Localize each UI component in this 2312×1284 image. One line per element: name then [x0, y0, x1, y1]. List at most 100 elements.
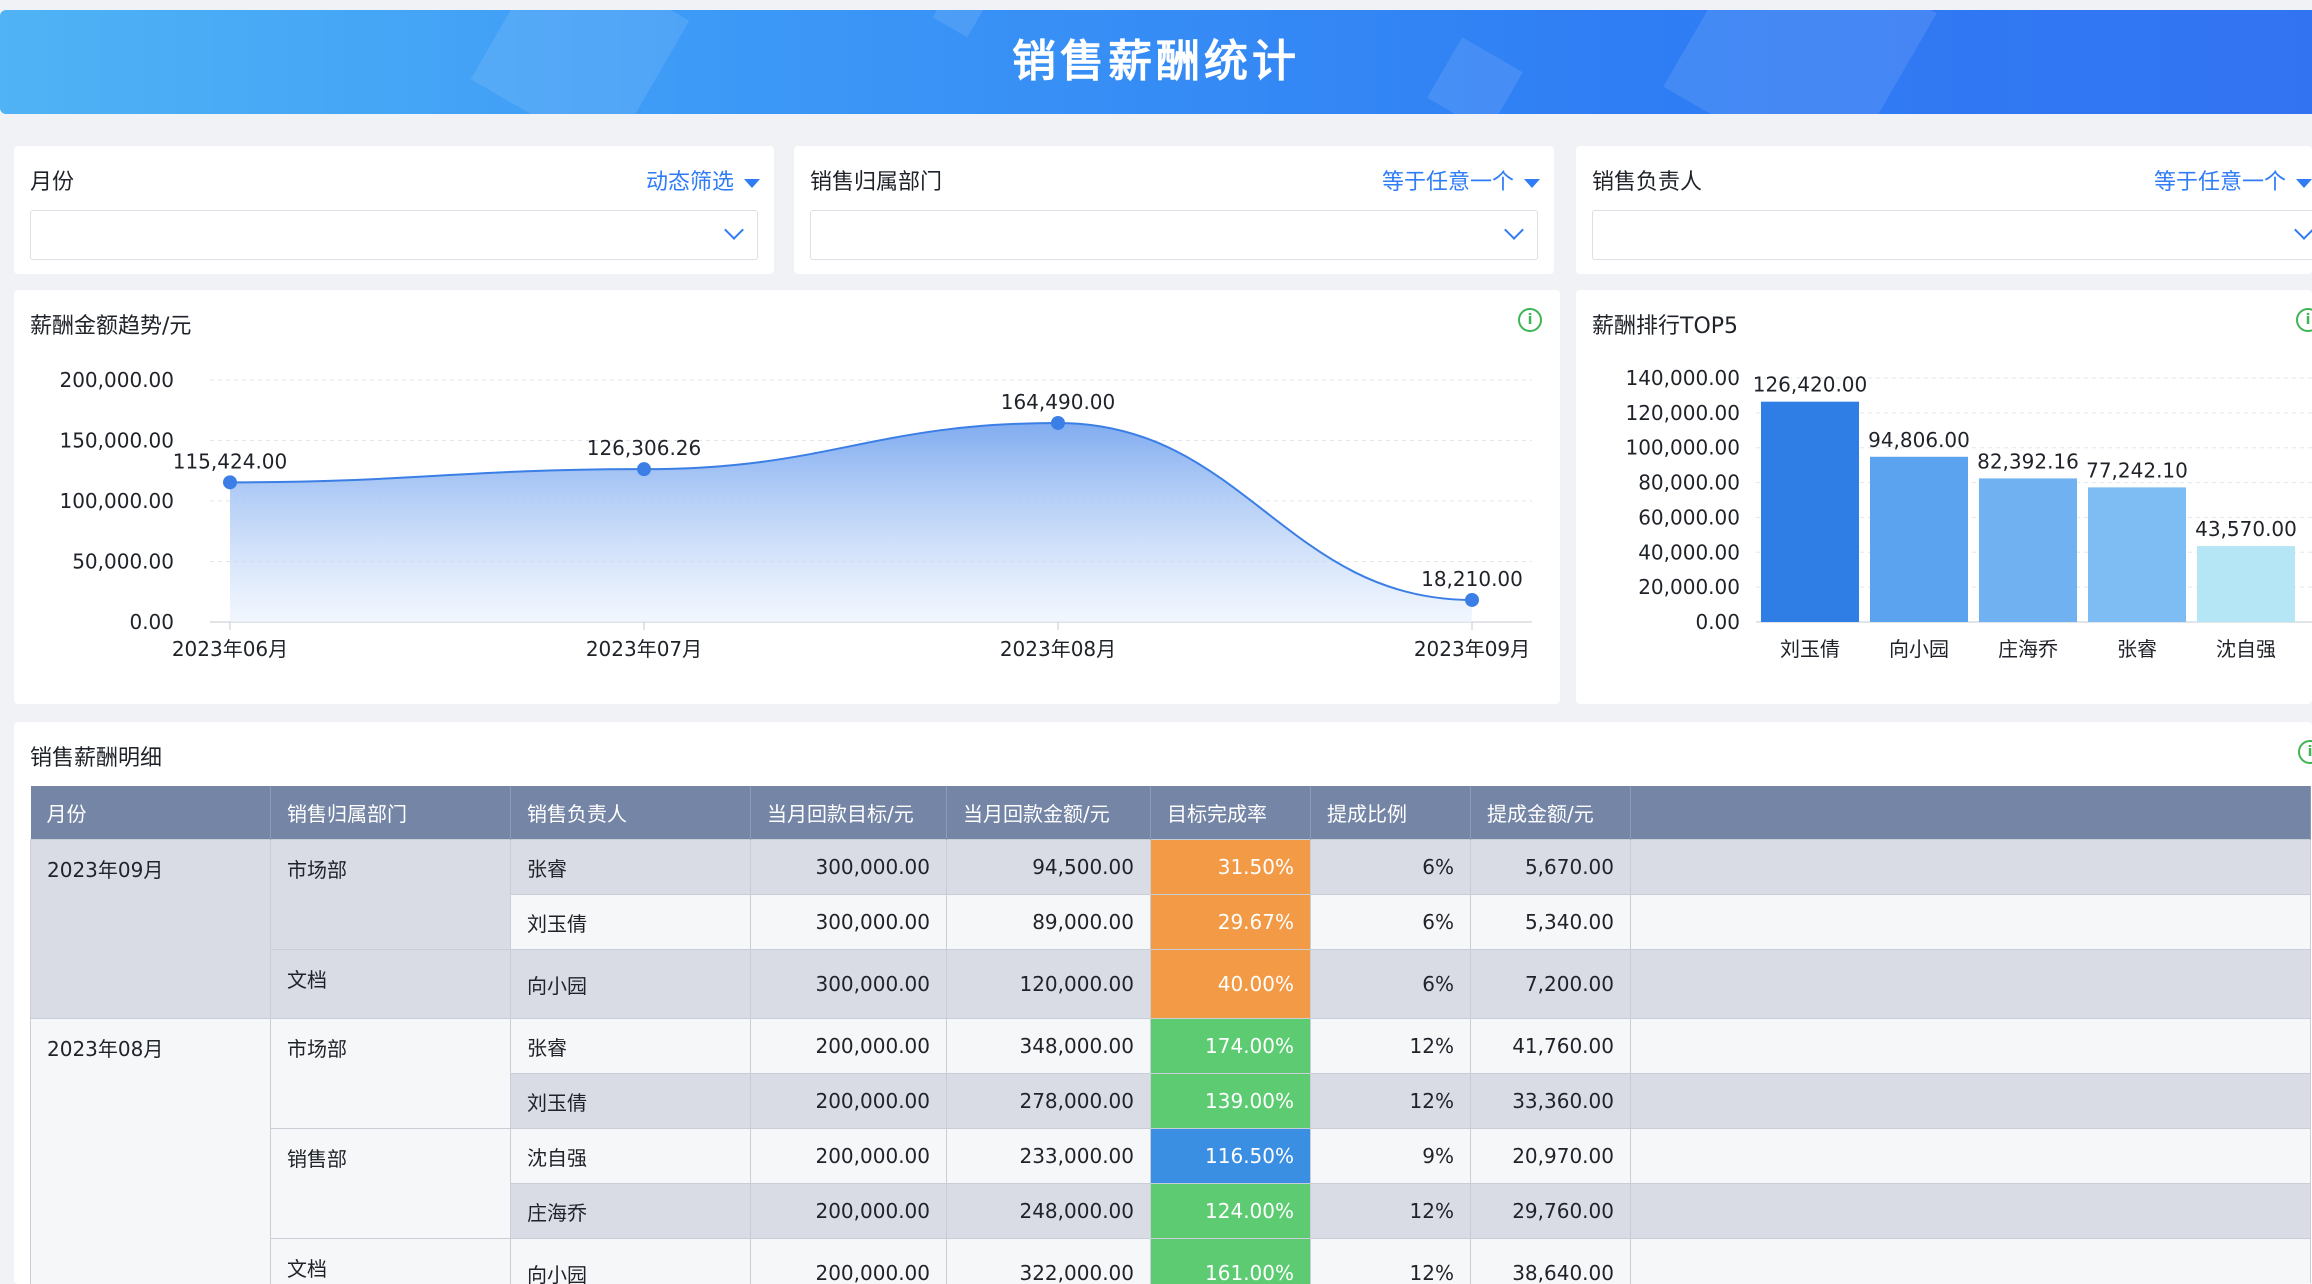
bar[interactable]	[1979, 478, 2077, 622]
y-tick-label: 140,000.00	[1625, 366, 1740, 390]
table-row[interactable]: 刘玉倩 300,000.00 89,000.00 29.67% 6% 5,340.00	[31, 894, 2311, 950]
data-label: 43,570.00	[2195, 517, 2297, 541]
target-cell: 300,000.00	[750, 949, 947, 1019]
data-label: 77,242.10	[2086, 458, 2188, 482]
target-cell: 200,000.00	[750, 1238, 947, 1284]
column-header[interactable]: 月份	[30, 786, 271, 840]
target-cell: 200,000.00	[750, 1018, 947, 1074]
y-tick-label: 80,000.00	[1638, 471, 1740, 495]
column-header[interactable]: 销售归属部门	[270, 786, 511, 840]
person-cell: 刘玉倩	[510, 1073, 751, 1129]
table-row[interactable]: 刘玉倩 200,000.00 278,000.00 139.00% 12% 33,360.…	[31, 1073, 2311, 1129]
amount-cell: 120,000.00	[946, 949, 1151, 1019]
y-tick-label: 0.00	[129, 610, 174, 634]
month-select[interactable]	[30, 210, 758, 260]
table-header-row: 月份 销售归属部门 销售负责人 当月回款目标/元 当月回款金额/元 目标完成率 …	[30, 786, 2311, 840]
page-title: 销售薪酬统计	[1012, 36, 1300, 87]
ratio-cell: 12%	[1310, 1073, 1471, 1129]
filter-mode-dropdown[interactable]: 等于任意一个	[1382, 164, 1540, 196]
amount-cell: 89,000.00	[946, 894, 1151, 950]
dept-cell: 文档	[270, 949, 511, 1019]
dept-cell: 销售部	[270, 1128, 511, 1239]
y-tick-label: 120,000.00	[1625, 401, 1740, 425]
ratio-cell: 6%	[1310, 839, 1471, 895]
info-icon[interactable]: i	[2296, 308, 2312, 332]
dept-select[interactable]	[810, 210, 1538, 260]
top5-title: 薪酬排行TOP5	[1592, 314, 1739, 339]
dept-cell: 文档	[270, 1238, 511, 1284]
y-tick-label: 40,000.00	[1638, 540, 1740, 564]
amount-cell: 233,000.00	[946, 1128, 1151, 1184]
person-select[interactable]	[1592, 210, 2312, 260]
rate-cell: 29.67%	[1150, 894, 1311, 950]
target-cell: 200,000.00	[750, 1183, 947, 1239]
target-cell: 300,000.00	[750, 894, 947, 950]
column-header[interactable]: 提成比例	[1310, 786, 1471, 840]
table-row[interactable]: 2023年08月 市场部 张睿 200,000.00 348,000.00 174.00%…	[30, 1018, 2311, 1284]
x-tick-label: 庄海乔	[1998, 637, 2058, 661]
chevron-down-icon	[724, 220, 744, 240]
column-header[interactable]: 目标完成率	[1150, 786, 1311, 840]
trend-title: 薪酬金额趋势/元	[30, 314, 192, 339]
info-icon[interactable]: i	[2298, 740, 2312, 764]
x-tick-label: 张睿	[2117, 637, 2157, 661]
target-cell: 200,000.00	[750, 1073, 947, 1129]
dept-cell: 市场部	[270, 839, 511, 950]
filler-cell	[1630, 894, 2311, 950]
column-header-filler	[1630, 786, 2311, 840]
data-label: 18,210.00	[1421, 567, 1523, 591]
rate-cell: 124.00%	[1150, 1183, 1311, 1239]
table-row[interactable]: 销售部 沈自强 200,000.00 233,000.00 116.50% 9% 20,97…	[31, 1128, 2311, 1239]
data-label: 82,392.16	[1977, 449, 2079, 473]
trend-point[interactable]	[637, 462, 651, 477]
y-tick-label: 20,000.00	[1638, 575, 1740, 599]
filler-cell	[1630, 1183, 2311, 1239]
table-row[interactable]: 文档 向小园 300,000.00 120,000.00 40.00% 6% 7,200.0…	[31, 949, 2311, 1019]
header-banner: 销售薪酬统计	[0, 10, 2312, 114]
filter-label: 销售负责人	[1592, 170, 1703, 195]
chevron-down-icon	[2294, 220, 2312, 240]
y-tick-label: 200,000.00	[59, 368, 174, 392]
bar[interactable]	[2088, 487, 2186, 622]
bar[interactable]	[1761, 401, 1859, 622]
commission-cell: 20,970.00	[1470, 1128, 1631, 1184]
filler-cell	[1630, 1128, 2311, 1184]
rate-cell: 31.50%	[1150, 839, 1311, 895]
filter-mode-dropdown[interactable]: 动态筛选	[646, 164, 760, 196]
rate-cell: 116.50%	[1150, 1128, 1311, 1184]
column-header[interactable]: 提成金额/元	[1470, 786, 1631, 840]
trend-card: 薪酬金额趋势/元 i 0.00 50,000.00 100,000.00 150,00…	[14, 290, 1560, 704]
table-row[interactable]: 文档 向小园 200,000.00 322,000.00 161.00% 12% 38,64…	[31, 1238, 2311, 1284]
target-cell: 300,000.00	[750, 839, 947, 895]
column-header[interactable]: 当月回款目标/元	[750, 786, 947, 840]
detail-title: 销售薪酬明细	[30, 746, 163, 771]
data-label: 115,424.00	[173, 449, 288, 473]
x-tick-label: 沈自强	[2216, 637, 2276, 661]
table-row[interactable]: 2023年09月 市场部 张睿 300,000.00 94,500.00 31.50% 6%…	[30, 839, 2311, 1019]
ratio-cell: 12%	[1310, 1238, 1471, 1284]
data-label: 126,420.00	[1753, 373, 1868, 397]
x-tick-label: 2023年09月	[1414, 637, 1530, 661]
filter-mode-dropdown[interactable]: 等于任意一个	[2154, 164, 2312, 196]
amount-cell: 94,500.00	[946, 839, 1151, 895]
detail-table: 月份 销售归属部门 销售负责人 当月回款目标/元 当月回款金额/元 目标完成率 …	[30, 786, 2311, 1284]
y-tick-label: 50,000.00	[72, 550, 174, 574]
info-icon[interactable]: i	[1518, 308, 1542, 332]
bar[interactable]	[1870, 456, 1968, 622]
filter-dept: 销售归属部门 等于任意一个	[794, 146, 1554, 274]
amount-cell: 348,000.00	[946, 1018, 1151, 1074]
top5-chart: 0.00 20,000.00 40,000.00 60,000.00 80,000.00…	[1625, 366, 2312, 661]
x-tick-label: 2023年08月	[1000, 637, 1116, 661]
x-tick-label: 向小园	[1889, 637, 1949, 661]
bar[interactable]	[2197, 546, 2295, 622]
y-tick-label: 100,000.00	[1625, 436, 1740, 460]
trend-point[interactable]	[1051, 415, 1065, 430]
month-cell: 2023年09月	[30, 839, 271, 1019]
trend-point[interactable]	[1465, 592, 1479, 607]
trend-point[interactable]	[223, 475, 237, 490]
y-tick-label: 60,000.00	[1638, 505, 1740, 529]
column-header[interactable]: 当月回款金额/元	[946, 786, 1151, 840]
data-label: 164,490.00	[1001, 390, 1116, 414]
column-header[interactable]: 销售负责人	[510, 786, 751, 840]
x-tick-label: 刘玉倩	[1780, 637, 1840, 661]
